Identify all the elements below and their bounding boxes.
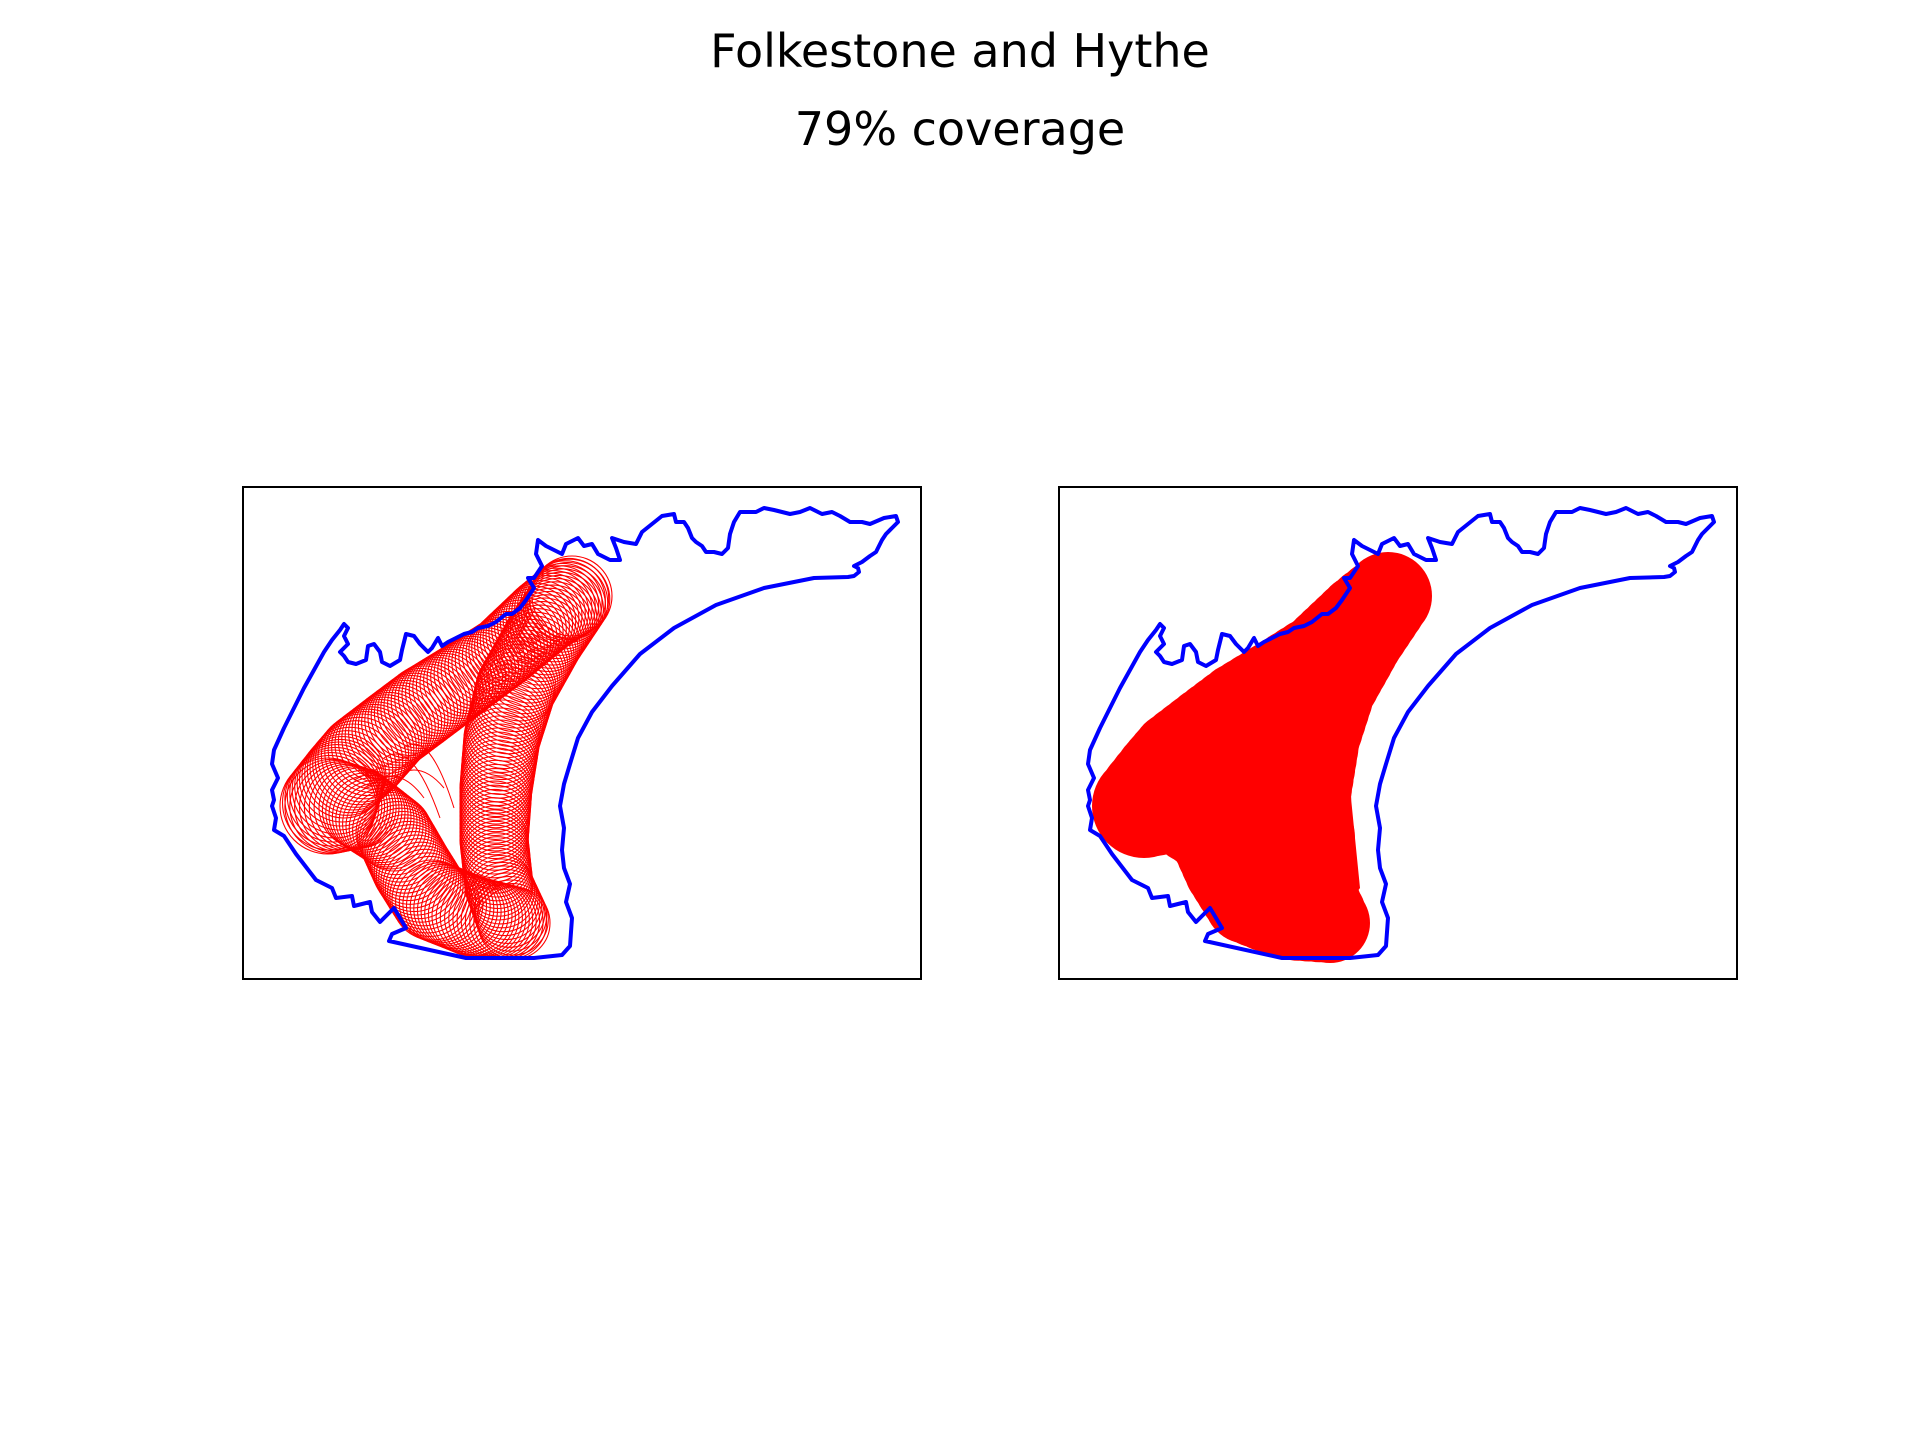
coverage-circles [279, 555, 613, 960]
coverage-disc [1245, 783, 1355, 893]
coverage-circle [497, 608, 579, 690]
coverage-circle [427, 873, 509, 956]
coverage-circle [298, 762, 389, 852]
coverage-circle [348, 789, 427, 868]
figure-subtitle: 79% coverage [794, 102, 1126, 156]
coverage-circle [524, 565, 607, 647]
coverage-union [1092, 552, 1432, 963]
coverage-circle [357, 797, 435, 876]
coverage-circle [361, 682, 443, 764]
coverage-circle [384, 848, 466, 930]
district-boundary-right [1086, 506, 1716, 960]
coverage-arc [383, 753, 441, 819]
coverage-circle [487, 626, 569, 708]
coverage-circle [405, 865, 488, 947]
coverage-circle [474, 879, 548, 952]
coverage-circle [328, 774, 409, 855]
coverage-circle [426, 640, 504, 717]
coverage-circle [289, 759, 383, 854]
coverage-circle [354, 687, 436, 769]
coverage-circle [382, 845, 464, 927]
coverage-disc [1235, 693, 1345, 803]
coverage-circle [424, 872, 506, 954]
coverage-circle [440, 631, 516, 707]
map-panel-right [1058, 486, 1738, 980]
district-boundary-left [270, 506, 900, 960]
coverage-arc [363, 737, 445, 789]
coverage-circle [503, 597, 585, 679]
coverage-circle [294, 761, 386, 853]
map-panel-left [242, 486, 922, 980]
coverage-circle [531, 555, 613, 637]
coverage-circle [387, 852, 469, 934]
coverage-circle [483, 633, 565, 715]
coverage-circle [351, 689, 433, 771]
coverage-circle [501, 601, 583, 683]
coverage-circle [527, 561, 609, 644]
coverage-circle [358, 801, 437, 879]
coverage-circle [489, 622, 571, 704]
coverage-arc [403, 743, 455, 809]
coverage-circle [499, 604, 581, 686]
coverage-circle [479, 640, 561, 722]
map-left-svg [270, 506, 900, 960]
coverage-circle [284, 758, 380, 854]
figure-title: Folkestone and Hythe [710, 24, 1210, 78]
coverage-arc [373, 776, 425, 799]
coverage-circle [335, 779, 415, 860]
coverage-circle [529, 558, 611, 640]
coverage-disc [1130, 738, 1230, 838]
coverage-circle [377, 670, 459, 752]
coverage-circle [327, 706, 415, 793]
coverage-arc [393, 769, 445, 789]
coverage-circle [309, 723, 397, 811]
map-right-svg [1086, 506, 1716, 963]
coverage-circle [373, 831, 455, 913]
coverage-circle [345, 787, 424, 866]
coverage-circle [357, 684, 439, 766]
coverage-circle [373, 672, 455, 754]
coverage-circle [472, 872, 544, 944]
